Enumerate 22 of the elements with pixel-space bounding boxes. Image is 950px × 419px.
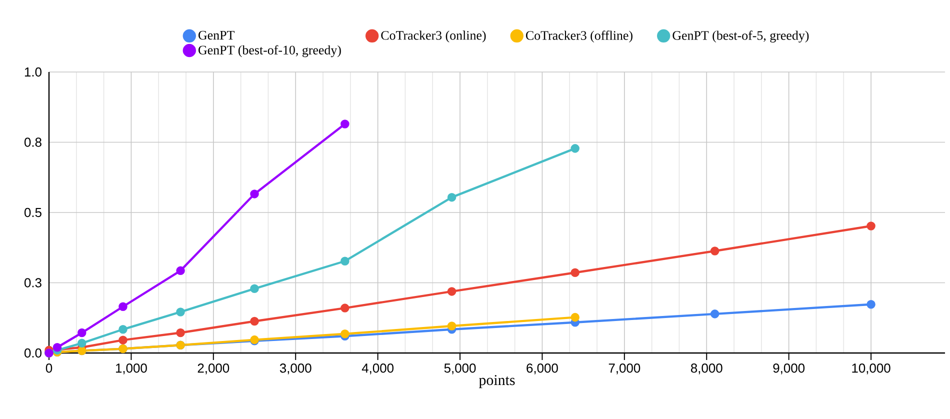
x-tick-label: 1,000: [116, 364, 147, 374]
x-tick-label: 3,000: [280, 364, 312, 374]
x-axis-title: points: [478, 375, 515, 388]
x-tick-label: 4,000: [362, 364, 394, 374]
x-tick-label: 0: [46, 364, 52, 373]
y-tick-label: 1.0: [24, 67, 42, 77]
x-tick-label: 7,000: [608, 364, 640, 374]
x-tick-label: 10,000: [852, 364, 890, 374]
legend-label: CoTracker3 (online): [381, 30, 486, 42]
y-tick-label: 0.3: [24, 278, 42, 288]
legend-label: GenPT (best-of-5, greedy): [672, 30, 809, 43]
x-tick-label: 8,000: [690, 364, 722, 374]
legend-label: CoTracker3 (offline): [526, 30, 632, 42]
x-tick-label: 6,000: [526, 364, 558, 374]
x-tick-label: 2,000: [198, 364, 230, 374]
legend-label: GenPT (best-of-10, greedy): [198, 45, 341, 58]
x-tick-label: 9,000: [773, 364, 805, 374]
x-tick-label: 5,000: [444, 364, 476, 374]
legend-label: GenPT: [198, 30, 234, 40]
y-tick-label: 0.5: [24, 208, 42, 218]
y-tick-label: 0.8: [24, 138, 42, 147]
y-tick-label: 0.0: [24, 348, 42, 358]
